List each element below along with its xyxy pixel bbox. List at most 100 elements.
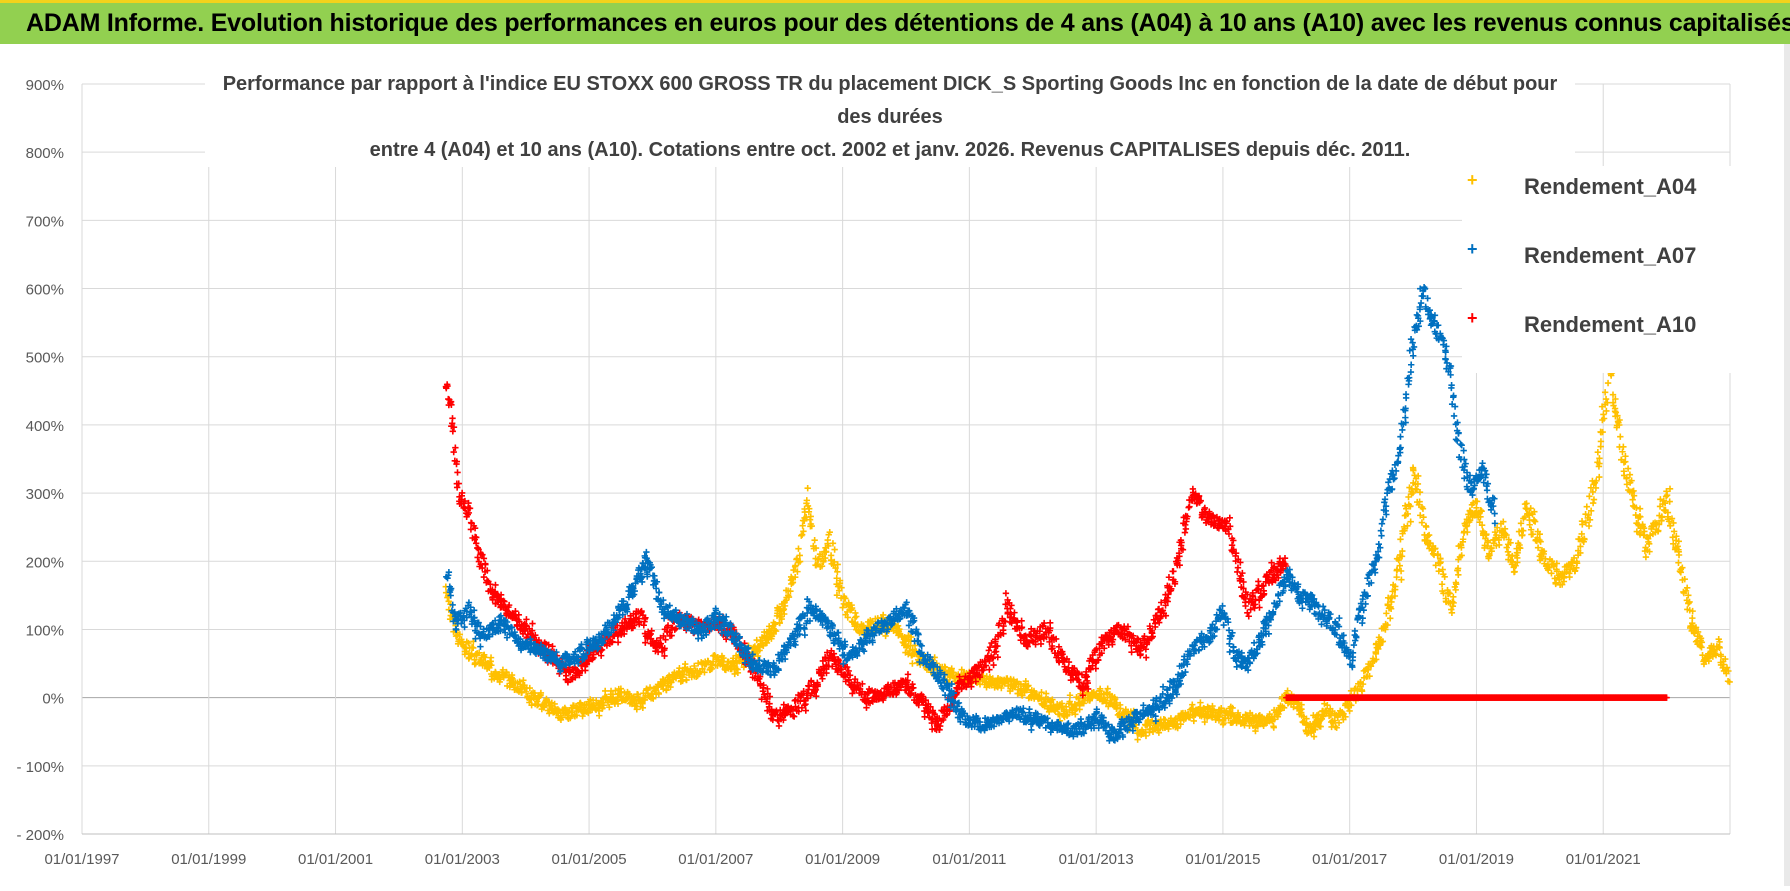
x-tick-label: 01/01/2007 — [678, 851, 753, 868]
x-tick-label: 01/01/2013 — [1059, 851, 1134, 868]
point-rendement-a04 — [1423, 524, 1429, 530]
point-rendement-a10 — [986, 647, 992, 653]
point-rendement-a10 — [1256, 604, 1262, 610]
point-rendement-a04 — [1548, 570, 1554, 576]
x-tick-label: 01/01/2019 — [1439, 851, 1514, 868]
point-rendement-a10 — [776, 723, 782, 729]
point-rendement-a10 — [1170, 568, 1176, 574]
point-rendement-a04 — [1603, 396, 1609, 402]
point-rendement-a04 — [1584, 503, 1590, 509]
point-rendement-a04 — [1586, 523, 1592, 529]
point-rendement-a10 — [1242, 603, 1248, 609]
title-banner: ADAM Informe. Evolution historique des p… — [0, 0, 1790, 44]
point-rendement-a04 — [1629, 496, 1635, 502]
point-rendement-a04 — [1504, 544, 1510, 550]
point-rendement-a10 — [529, 620, 535, 626]
point-rendement-a10 — [481, 574, 487, 580]
x-tick-label: 01/01/1999 — [171, 851, 246, 868]
point-rendement-a04 — [1590, 500, 1596, 506]
point-rendement-a04 — [1455, 572, 1461, 578]
point-rendement-a10 — [1246, 613, 1252, 619]
y-tick-label: 700% — [26, 213, 64, 230]
point-rendement-a04 — [1450, 600, 1456, 606]
point-rendement-a10 — [995, 654, 1001, 660]
y-tick-label: - 100% — [16, 759, 64, 776]
point-rendement-a04 — [1637, 506, 1643, 512]
point-rendement-a04 — [1676, 552, 1682, 558]
point-rendement-a10 — [1183, 526, 1189, 532]
point-rendement-a04 — [1670, 534, 1676, 540]
y-tick-label: 200% — [26, 554, 64, 571]
point-rendement-a10 — [1003, 590, 1009, 596]
point-rendement-a04 — [488, 654, 494, 660]
point-rendement-a04 — [1605, 380, 1611, 386]
point-rendement-a04 — [1134, 736, 1140, 742]
x-tick-label: 01/01/2003 — [425, 851, 500, 868]
point-rendement-a04 — [1684, 585, 1690, 591]
point-rendement-a10 — [1186, 503, 1192, 509]
point-rendement-a04 — [1191, 718, 1197, 724]
x-tick-label: 01/01/1997 — [44, 851, 119, 868]
point-rendement-a10 — [990, 662, 996, 668]
point-rendement-a10 — [454, 469, 460, 475]
x-tick-label: 01/01/2011 — [932, 851, 1006, 868]
point-rendement-a04 — [1387, 615, 1393, 621]
x-tick-label: 01/01/2005 — [552, 851, 627, 868]
point-rendement-a04 — [1620, 444, 1626, 450]
point-rendement-a04 — [853, 613, 859, 619]
point-rendement-a04 — [804, 485, 810, 491]
x-axis-ticks: 01/01/1997 01/01/1999 01/01/2001 01/01/2003… — [44, 851, 1640, 868]
y-tick-label: 300% — [26, 486, 64, 503]
point-rendement-a04 — [831, 546, 837, 552]
point-rendement-a04 — [1197, 699, 1203, 705]
point-rendement-a10 — [1143, 654, 1149, 660]
point-rendement-a04 — [1617, 433, 1623, 439]
point-rendement-a04 — [602, 688, 608, 694]
point-rendement-a04 — [1505, 549, 1511, 555]
point-rendement-a04 — [1105, 685, 1111, 691]
point-rendement-a10 — [905, 671, 911, 677]
point-rendement-a04 — [1271, 724, 1277, 730]
point-rendement-a04 — [799, 531, 805, 537]
point-rendement-a04 — [1643, 554, 1649, 560]
x-tick-label: 01/01/2017 — [1312, 851, 1387, 868]
y-tick-label: - 200% — [16, 827, 64, 844]
point-rendement-a04 — [1464, 529, 1470, 535]
point-rendement-a10 — [1244, 610, 1250, 616]
y-axis-ticks: 900%800%700%600%500%400%300%200%100%0%- … — [16, 77, 64, 844]
point-rendement-a04 — [1407, 518, 1413, 524]
point-rendement-a04 — [825, 537, 831, 543]
point-rendement-a04 — [520, 677, 526, 683]
point-rendement-a04 — [1527, 522, 1533, 528]
y-tick-label: 500% — [26, 350, 64, 367]
y-tick-label: 100% — [26, 622, 64, 639]
y-tick-label: 900% — [26, 77, 64, 94]
point-rendement-a04 — [1439, 581, 1445, 587]
point-rendement-a04 — [1586, 493, 1592, 499]
y-tick-label: 600% — [26, 282, 64, 299]
point-rendement-a04 — [1511, 569, 1517, 575]
point-rendement-a04 — [1566, 574, 1572, 580]
point-rendement-a04 — [1397, 536, 1403, 542]
point-rendement-a04 — [811, 537, 817, 543]
point-rendement-a04 — [795, 545, 801, 551]
point-rendement-a10 — [1047, 620, 1053, 626]
point-rendement-a04 — [1595, 449, 1601, 455]
y-tick-label: 0% — [42, 691, 64, 708]
point-rendement-a04 — [470, 645, 476, 651]
point-rendement-a10 — [1182, 529, 1188, 535]
point-rendement-a10 — [449, 415, 455, 421]
point-rendement-a04 — [596, 712, 602, 718]
point-rendement-a10 — [819, 676, 825, 682]
point-rendement-a04 — [1450, 594, 1456, 600]
report-title: ADAM Informe. Evolution historique des p… — [26, 9, 1790, 38]
point-rendement-a10 — [615, 639, 621, 645]
x-tick-label: 01/01/2001 — [298, 851, 373, 868]
point-rendement-a04 — [1449, 610, 1455, 616]
point-rendement-a07 — [477, 643, 483, 649]
x-tick-label: 01/01/2015 — [1185, 851, 1260, 868]
y-tick-label: 400% — [26, 418, 64, 435]
x-tick-label: 01/01/2021 — [1566, 851, 1641, 868]
point-rendement-a04 — [1591, 496, 1597, 502]
right-edge — [1784, 44, 1790, 886]
